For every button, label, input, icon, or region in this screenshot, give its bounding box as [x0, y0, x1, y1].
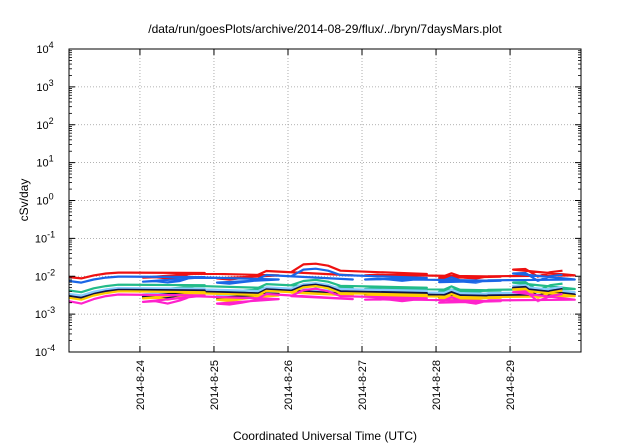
x-tick-label: 2014-8-25 [209, 360, 221, 410]
y-tick-label: 10-2 [35, 267, 55, 283]
y-tick-label: 104 [36, 40, 53, 56]
y-tick-label: 102 [36, 116, 53, 132]
series-line [68, 285, 576, 303]
grid-lines [69, 49, 581, 352]
y-tick-label: 10-1 [35, 229, 55, 245]
series-line [68, 267, 576, 285]
y-tick-label: 10-4 [35, 343, 55, 359]
x-tick-label: 2014-8-27 [357, 360, 369, 410]
x-axis-title: Coordinated Universal Time (UTC) [233, 429, 417, 443]
y-axis-title: cSv/day [17, 179, 31, 222]
series-group [68, 262, 576, 306]
x-tick-label: 2014-8-24 [135, 360, 147, 410]
y-tick-label: 100 [36, 192, 53, 208]
y-axis: 10-4 10-3 10-2 10-1 100 101 102 103 104 [35, 40, 581, 359]
x-tick-label: 2014-8-26 [283, 360, 295, 410]
x-axis: 2014-8-24 2014-8-25 2014-8-26 2014-8-27 2014… [135, 49, 517, 410]
y-tick-label: 103 [36, 78, 53, 94]
x-tick-label: 2014-8-29 [505, 360, 517, 410]
y-tick-label: 101 [36, 154, 53, 170]
chart-title: /data/run/goesPlots/archive/2014-08-29/f… [148, 22, 502, 36]
x-tick-label: 2014-8-28 [431, 360, 443, 410]
y-tick-label: 10-3 [35, 305, 55, 321]
series-line [68, 287, 576, 306]
